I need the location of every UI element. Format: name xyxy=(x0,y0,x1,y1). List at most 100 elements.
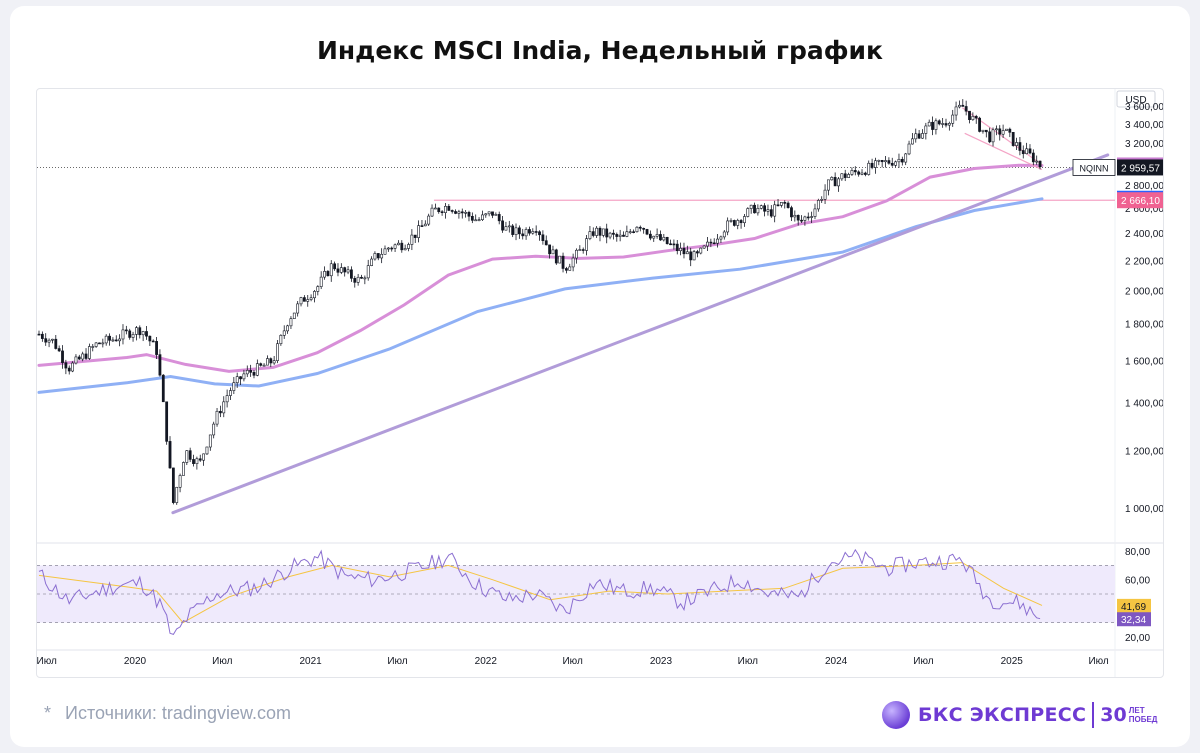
rsi-line xyxy=(38,548,1041,635)
candle-body xyxy=(262,364,266,367)
candle-body xyxy=(363,277,367,280)
candle-body xyxy=(390,247,394,250)
price-tick-label: 1 800,00 xyxy=(1125,319,1163,330)
candle-body xyxy=(665,236,669,245)
candle-body xyxy=(729,220,733,222)
candle-body xyxy=(1011,132,1015,146)
candle-body xyxy=(128,330,132,338)
date-tick-label: 2023 xyxy=(650,656,673,667)
candle-body xyxy=(517,227,521,235)
price-label-value: 2 959,57 xyxy=(1121,163,1160,174)
candle-body xyxy=(615,234,619,237)
candle-body xyxy=(625,231,629,237)
candle-body xyxy=(423,223,427,227)
candle-body xyxy=(249,370,253,373)
candle-body xyxy=(326,271,330,277)
candle-body xyxy=(786,202,790,208)
candle-body xyxy=(198,458,202,461)
candle-body xyxy=(722,231,726,238)
candle-body xyxy=(964,106,968,112)
price-tick-label: 1 400,00 xyxy=(1125,398,1163,409)
candle-body xyxy=(467,211,471,217)
candle-body xyxy=(84,353,88,359)
price-tick-label: 1 600,00 xyxy=(1125,356,1163,367)
candle-body xyxy=(185,450,189,463)
currency-label: USD xyxy=(1125,95,1146,106)
candle-body xyxy=(239,376,242,380)
candle-body xyxy=(585,238,588,251)
candle-body xyxy=(410,234,414,245)
rsi-tick-label: 80,00 xyxy=(1125,547,1150,558)
candle-body xyxy=(538,231,541,236)
candle-body xyxy=(531,231,535,234)
candle-body xyxy=(988,131,992,143)
candle-body xyxy=(171,467,175,503)
candle-body xyxy=(47,339,51,343)
candle-body xyxy=(984,129,988,133)
candle-body xyxy=(622,234,625,237)
price-label-bg xyxy=(1117,192,1163,209)
candle-body xyxy=(212,423,216,436)
candle-body xyxy=(366,265,370,279)
candle-body xyxy=(296,303,300,314)
candle-body xyxy=(974,116,978,119)
candle-body xyxy=(709,241,713,244)
candle-body xyxy=(645,229,649,235)
candle-body xyxy=(541,234,545,241)
price-label-bg xyxy=(1117,159,1163,176)
candle-body xyxy=(941,123,945,125)
candle-body xyxy=(165,401,169,442)
price-tick-label: 1 000,00 xyxy=(1125,504,1163,515)
price-tick-label: 2 800,00 xyxy=(1125,181,1163,192)
candle-body xyxy=(376,253,380,259)
candle-body xyxy=(356,276,360,283)
candle-body xyxy=(961,104,965,107)
candle-body xyxy=(108,335,111,341)
candle-body xyxy=(716,238,719,244)
candle-body xyxy=(813,208,817,217)
candle-body xyxy=(783,202,787,204)
price-tick-label: 2 000,00 xyxy=(1125,286,1163,297)
candle-body xyxy=(739,220,743,224)
date-tick-label: Июл xyxy=(37,656,57,667)
candle-body xyxy=(565,268,568,271)
candle-body xyxy=(847,174,850,178)
candle-body xyxy=(477,219,481,222)
candle-body xyxy=(417,225,420,238)
logo-years: ЛЕТ ПОБЕД xyxy=(1129,706,1158,724)
candle-body xyxy=(403,248,407,251)
candle-body xyxy=(642,227,646,230)
candle-body xyxy=(954,106,958,116)
candle-body xyxy=(635,226,639,233)
footnote-text: Источники: tradingview.com xyxy=(65,703,291,723)
candle-body xyxy=(501,220,504,231)
candle-body xyxy=(215,410,219,425)
candle-body xyxy=(175,486,179,503)
candle-body xyxy=(934,120,938,130)
candle-body xyxy=(850,170,854,175)
rsi-value-bg xyxy=(1117,598,1151,613)
candle-body xyxy=(64,362,68,369)
candle-body xyxy=(386,247,390,250)
candle-body xyxy=(736,220,740,226)
candle-body xyxy=(101,342,105,345)
candle-body xyxy=(608,232,612,238)
candle-body xyxy=(659,234,662,241)
candle-body xyxy=(282,330,286,336)
candle-body xyxy=(430,207,434,217)
candle-body xyxy=(450,210,454,212)
candle-body xyxy=(682,247,686,255)
candle-body xyxy=(843,173,847,178)
uptrend-line xyxy=(171,153,1110,515)
candle-body xyxy=(521,233,525,237)
candle-body xyxy=(329,263,333,277)
rsi-tick-label: 60,00 xyxy=(1125,576,1150,587)
candle-body xyxy=(266,358,269,366)
candle-body xyxy=(306,299,310,302)
candle-body xyxy=(810,216,814,218)
candle-body xyxy=(407,244,410,249)
candle-body xyxy=(346,269,350,273)
candle-body xyxy=(494,214,498,216)
candle-body xyxy=(679,247,683,252)
candle-body xyxy=(192,459,195,464)
